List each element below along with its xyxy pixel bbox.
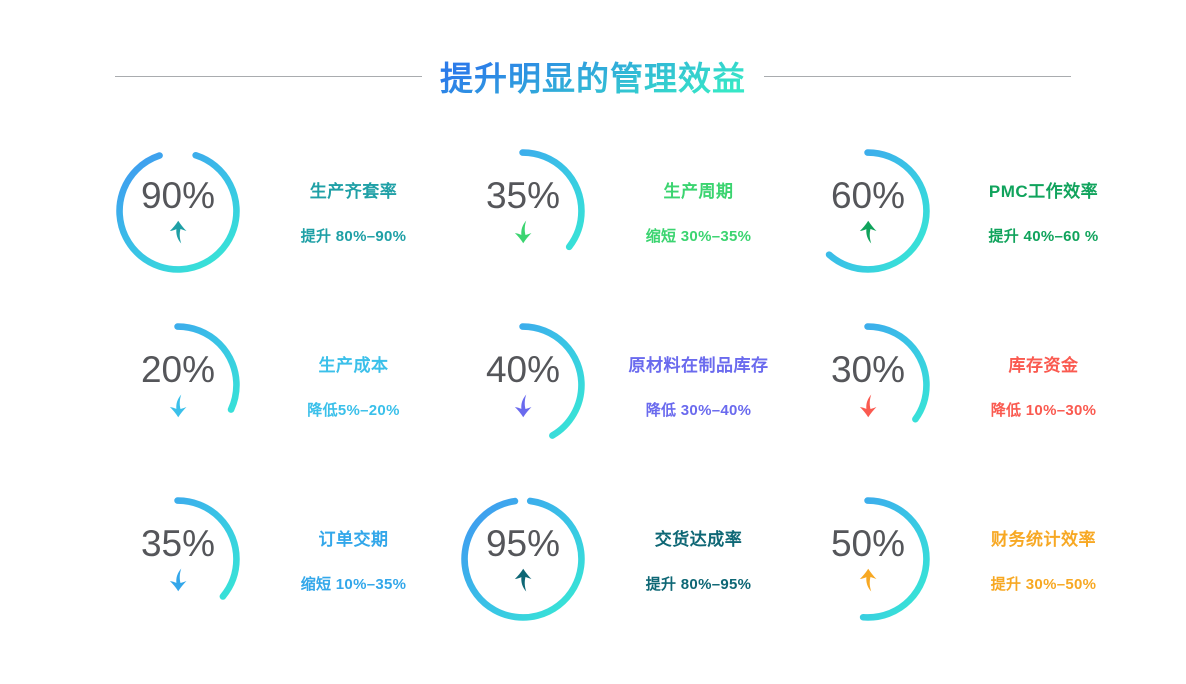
metric-change: 缩短 30%–35%	[645, 227, 752, 245]
metric-change: 降低5%–20%	[307, 401, 400, 419]
progress-ring: 50%	[802, 493, 934, 625]
ring-inner: 35%	[112, 493, 244, 625]
metric-card: 35% 订单交期 缩短 10%–35%	[112, 472, 457, 646]
progress-ring: 90%	[112, 145, 244, 277]
metric-text-block: 订单交期 缩短 10%–35%	[244, 525, 457, 594]
metric-card: 40% 原材料在制品库存 降低 30%–40%	[457, 298, 802, 472]
ring-inner: 20%	[112, 319, 244, 451]
ring-inner: 30%	[802, 319, 934, 451]
metric-text-block: 生产齐套率 提升 80%–90%	[244, 177, 457, 246]
slide-header: 提升明显的管理效益	[0, 0, 1186, 100]
progress-ring: 40%	[457, 319, 589, 451]
metric-change: 提升 30%–50%	[990, 575, 1097, 593]
metric-title: 生产成本	[318, 355, 389, 375]
trend-down-icon	[169, 568, 187, 592]
ring-inner: 90%	[112, 145, 244, 277]
metric-text-block: 生产周期 缩短 30%–35%	[589, 177, 802, 246]
trend-up-icon	[169, 220, 187, 244]
metric-title: 生产齐套率	[309, 181, 398, 201]
metric-card: 90% 生产齐套率 提升 80%–90%	[112, 124, 457, 298]
percent-value: 35%	[485, 175, 561, 216]
metric-title: 原材料在制品库存	[628, 355, 769, 375]
metric-title: 财务统计效率	[991, 529, 1096, 549]
page-title: 提升明显的管理效益	[440, 52, 746, 100]
progress-arc	[461, 323, 585, 447]
metric-text-block: 生产成本 降低5%–20%	[244, 351, 457, 420]
progress-arc	[461, 497, 585, 621]
metric-text-block: 财务统计效率 提升 30%–50%	[934, 525, 1147, 594]
metric-card: 35% 生产周期 缩短 30%–35%	[457, 124, 802, 298]
metric-change: 降低 10%–30%	[990, 401, 1097, 419]
metric-card: 95% 交货达成率 提升 80%–95%	[457, 472, 802, 646]
metric-card: 30% 库存资金 降低 10%–30%	[802, 298, 1147, 472]
trend-down-icon	[169, 394, 187, 418]
metric-title: 交货达成率	[654, 529, 743, 549]
trend-up-icon	[514, 568, 532, 592]
trend-down-icon	[514, 394, 532, 418]
progress-ring: 35%	[112, 493, 244, 625]
trend-up-icon	[859, 568, 877, 592]
percent-value: 35%	[140, 523, 216, 564]
metric-change: 缩短 10%–35%	[300, 575, 407, 593]
ring-inner: 95%	[457, 493, 589, 625]
percent-value: 90%	[140, 175, 216, 216]
metric-title: 生产周期	[663, 181, 734, 201]
metric-change: 提升 40%–60 %	[988, 227, 1099, 245]
percent-value: 50%	[830, 523, 906, 564]
ring-inner: 35%	[457, 145, 589, 277]
progress-arc	[116, 497, 240, 621]
header-divider-right	[764, 75, 1071, 77]
trend-down-icon	[514, 220, 532, 244]
trend-down-icon	[859, 394, 877, 418]
percent-value: 60%	[830, 175, 906, 216]
metric-card: 60% PMC工作效率 提升 40%–60 %	[802, 124, 1147, 298]
metric-title: PMC工作效率	[988, 181, 1099, 201]
ring-inner: 60%	[802, 145, 934, 277]
progress-arc	[461, 149, 585, 273]
ring-inner: 50%	[802, 493, 934, 625]
metric-card: 20% 生产成本 降低5%–20%	[112, 298, 457, 472]
trend-up-icon	[859, 220, 877, 244]
progress-ring: 35%	[457, 145, 589, 277]
metric-text-block: 交货达成率 提升 80%–95%	[589, 525, 802, 594]
percent-value: 95%	[485, 523, 561, 564]
metric-change: 提升 80%–90%	[300, 227, 407, 245]
ring-inner: 40%	[457, 319, 589, 451]
metric-change: 提升 80%–95%	[645, 575, 752, 593]
metric-text-block: 原材料在制品库存 降低 30%–40%	[589, 351, 802, 420]
header-divider-left	[115, 75, 422, 77]
progress-ring: 95%	[457, 493, 589, 625]
progress-ring: 20%	[112, 319, 244, 451]
metrics-grid: 90% 生产齐套率 提升 80%–90% 35% 生产周期	[112, 124, 1186, 646]
percent-value: 40%	[485, 349, 561, 390]
metric-card: 50% 财务统计效率 提升 30%–50%	[802, 472, 1147, 646]
metric-change: 降低 30%–40%	[645, 401, 752, 419]
progress-arc	[116, 149, 240, 273]
percent-value: 30%	[830, 349, 906, 390]
metric-title: 库存资金	[1008, 355, 1079, 375]
metric-title: 订单交期	[318, 529, 389, 549]
metric-text-block: PMC工作效率 提升 40%–60 %	[934, 177, 1147, 246]
progress-arc	[806, 149, 930, 273]
progress-arc	[806, 323, 930, 447]
progress-ring: 60%	[802, 145, 934, 277]
progress-arc	[116, 323, 240, 447]
percent-value: 20%	[140, 349, 216, 390]
progress-arc	[806, 497, 930, 621]
metric-text-block: 库存资金 降低 10%–30%	[934, 351, 1147, 420]
progress-ring: 30%	[802, 319, 934, 451]
